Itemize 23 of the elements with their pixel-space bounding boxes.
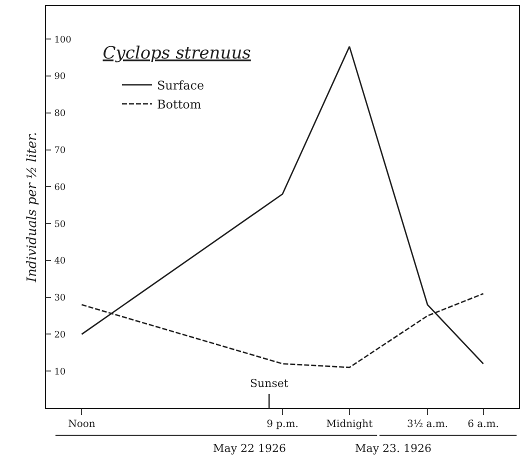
x-tick-label: Midnight — [326, 419, 373, 430]
y-tick-label: 50 — [54, 220, 66, 230]
y-tick-label: 70 — [54, 146, 66, 156]
x-tick-label: 9 p.m. — [266, 419, 298, 430]
y-tick-label: 30 — [54, 294, 66, 304]
x-tick-label: 3½ a.m. — [406, 419, 448, 430]
x-tick-label: 6 a.m. — [468, 419, 499, 430]
x-tick-label: Noon — [68, 419, 96, 430]
legend-label: Bottom — [156, 98, 202, 112]
y-tick-label: 20 — [54, 330, 66, 340]
text: May 23. 1926 — [355, 442, 432, 455]
ref-line-label: Sunset — [250, 377, 289, 390]
y-tick-label: 10 — [54, 367, 66, 378]
y-tick-label: 80 — [54, 109, 66, 120]
y-tick-label: 100 — [54, 35, 72, 46]
legend-label: Surface — [156, 78, 204, 92]
line-series — [81, 46, 484, 364]
y-tick-label: 90 — [54, 72, 66, 82]
y-tick-label: 60 — [54, 182, 66, 193]
y-tick-label: 40 — [54, 256, 66, 267]
text: May 22 1926 — [213, 442, 286, 455]
y-axis-title: Individuals per ½ liter. — [25, 132, 40, 284]
text: Cyclops strenuus — [102, 44, 252, 64]
